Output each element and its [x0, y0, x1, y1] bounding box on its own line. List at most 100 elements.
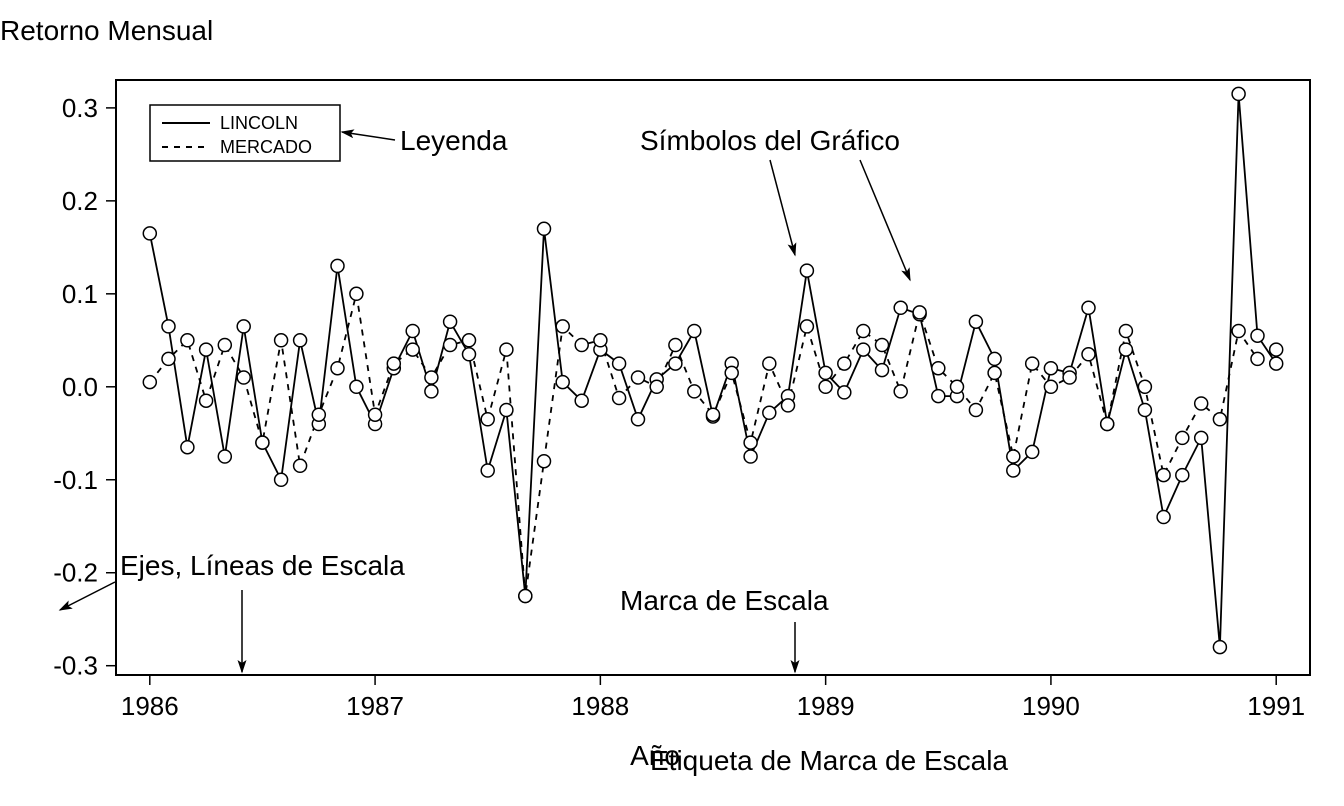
data-marker — [1026, 445, 1039, 458]
data-marker — [1119, 343, 1132, 356]
data-marker — [425, 371, 438, 384]
data-marker — [894, 385, 907, 398]
x-tick-label: 1991 — [1247, 691, 1305, 721]
data-marker — [500, 404, 513, 417]
data-marker — [688, 385, 701, 398]
y-tick-label: 0.1 — [62, 279, 98, 309]
data-marker — [951, 380, 964, 393]
y-tick-label: -0.1 — [53, 465, 98, 495]
data-marker — [969, 404, 982, 417]
data-marker — [744, 436, 757, 449]
data-marker — [632, 371, 645, 384]
data-marker — [913, 306, 926, 319]
data-marker — [1270, 343, 1283, 356]
data-marker — [613, 392, 626, 405]
data-marker — [1007, 464, 1020, 477]
data-marker — [988, 366, 1001, 379]
x-tick-label: 1986 — [121, 691, 179, 721]
data-marker — [237, 371, 250, 384]
annotation-text: Leyenda — [400, 125, 508, 156]
data-marker — [350, 380, 363, 393]
data-marker — [275, 334, 288, 347]
data-marker — [312, 408, 325, 421]
data-marker — [1157, 511, 1170, 524]
data-marker — [500, 343, 513, 356]
data-marker — [463, 348, 476, 361]
data-marker — [1044, 380, 1057, 393]
data-marker — [800, 320, 813, 333]
data-marker — [294, 459, 307, 472]
data-marker — [275, 473, 288, 486]
data-marker — [1044, 362, 1057, 375]
data-marker — [1082, 348, 1095, 361]
x-tick-label: 1988 — [571, 691, 629, 721]
data-marker — [481, 464, 494, 477]
data-marker — [350, 287, 363, 300]
data-marker — [857, 325, 870, 338]
data-marker — [1232, 325, 1245, 338]
data-marker — [1138, 404, 1151, 417]
data-marker — [387, 357, 400, 370]
annotation-text: Etiqueta de Marca de Escala — [650, 745, 1008, 776]
data-marker — [218, 339, 231, 352]
data-marker — [1101, 418, 1114, 431]
x-tick-label: 1989 — [797, 691, 855, 721]
data-marker — [444, 339, 457, 352]
data-marker — [444, 315, 457, 328]
data-marker — [1138, 380, 1151, 393]
legend-label: MERCADO — [220, 137, 312, 157]
data-marker — [575, 394, 588, 407]
data-marker — [481, 413, 494, 426]
data-marker — [632, 413, 645, 426]
data-marker — [143, 376, 156, 389]
x-tick-label: 1987 — [346, 691, 404, 721]
annotation-text: Ejes, Líneas de Escala — [120, 550, 405, 581]
data-marker — [594, 334, 607, 347]
data-marker — [613, 357, 626, 370]
data-marker — [707, 408, 720, 421]
data-marker — [1195, 431, 1208, 444]
data-marker — [838, 386, 851, 399]
data-marker — [162, 352, 175, 365]
data-marker — [200, 343, 213, 356]
data-marker — [1119, 325, 1132, 338]
data-marker — [932, 362, 945, 375]
data-marker — [838, 357, 851, 370]
data-marker — [1007, 450, 1020, 463]
data-marker — [650, 380, 663, 393]
data-marker — [1157, 469, 1170, 482]
data-marker — [876, 339, 889, 352]
data-marker — [556, 376, 569, 389]
y-tick-label: -0.2 — [53, 558, 98, 588]
data-marker — [876, 364, 889, 377]
data-marker — [932, 390, 945, 403]
data-marker — [218, 450, 231, 463]
data-marker — [800, 264, 813, 277]
data-marker — [1063, 371, 1076, 384]
data-marker — [538, 455, 551, 468]
data-marker — [406, 325, 419, 338]
data-marker — [819, 366, 832, 379]
chart-title: Retorno Mensual — [0, 15, 213, 46]
data-marker — [763, 357, 776, 370]
data-marker — [463, 334, 476, 347]
data-marker — [1251, 329, 1264, 342]
data-marker — [1251, 352, 1264, 365]
annotation-text: Marca de Escala — [620, 585, 829, 616]
data-marker — [237, 320, 250, 333]
data-marker — [969, 315, 982, 328]
data-marker — [763, 406, 776, 419]
data-marker — [556, 320, 569, 333]
data-marker — [782, 399, 795, 412]
y-tick-label: 0.0 — [62, 372, 98, 402]
data-marker — [181, 334, 194, 347]
data-marker — [988, 352, 1001, 365]
data-marker — [1213, 641, 1226, 654]
x-tick-label: 1990 — [1022, 691, 1080, 721]
data-marker — [519, 590, 532, 603]
data-marker — [1270, 357, 1283, 370]
legend-label: LINCOLN — [220, 113, 298, 133]
data-marker — [725, 366, 738, 379]
data-marker — [406, 343, 419, 356]
data-marker — [256, 436, 269, 449]
